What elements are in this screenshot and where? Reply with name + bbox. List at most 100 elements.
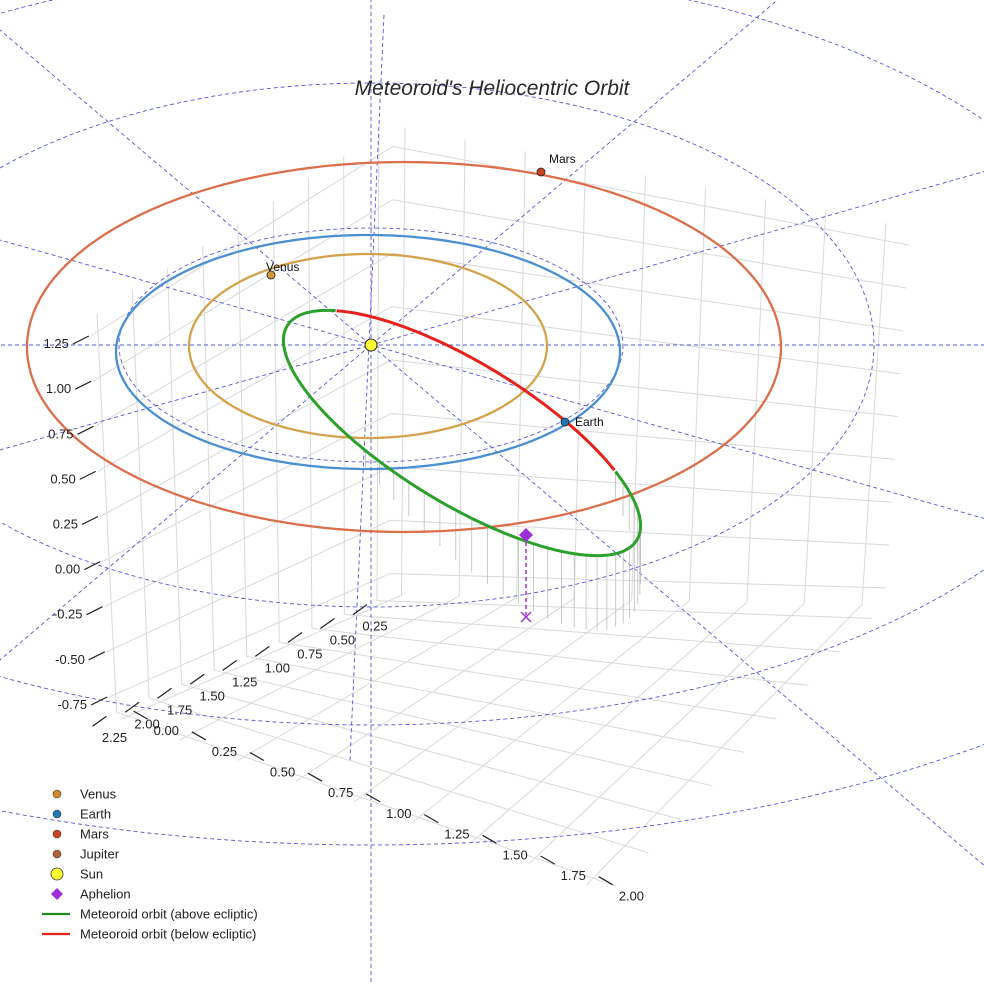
- body-markers: Venus Earth Mars: [266, 152, 604, 623]
- x-tick-label: 2.25: [102, 730, 127, 745]
- gridline-z-left: [106, 519, 391, 653]
- legend-item: Earth: [52, 807, 111, 822]
- ecliptic-ring-3: [0, 0, 984, 726]
- y-tick-mark: [540, 855, 555, 865]
- gridline-y-floor: [179, 595, 460, 741]
- sun-marker: [364, 338, 378, 352]
- gridline-z-left: [92, 199, 393, 382]
- earth-orbit-line: [114, 233, 622, 471]
- gridline-z-back: [392, 199, 907, 289]
- z-tick-mark: [74, 380, 92, 390]
- z-tick-label: 0.25: [53, 517, 78, 532]
- legend-swatch-circle: [52, 789, 62, 799]
- legend-item: Mars: [52, 827, 109, 842]
- mars-orbit-line: [25, 160, 783, 534]
- ecliptic-spoke: [0, 29, 984, 866]
- gridline-x-floor: [181, 683, 681, 820]
- x-tick-mark: [189, 673, 205, 685]
- z-tick-label: -0.50: [55, 652, 85, 667]
- orbit-drop-lines: [365, 450, 641, 631]
- x-tick-mark: [352, 604, 368, 616]
- venus-marker: [266, 270, 276, 280]
- legend-item: Meteoroid orbit (above ecliptic): [42, 907, 258, 922]
- gridline-z-back: [392, 145, 909, 246]
- z-tick-mark: [77, 425, 94, 435]
- gridline-x-floor: [116, 711, 617, 887]
- gridline-y-floor: [470, 601, 748, 844]
- z-tick-mark: [84, 561, 101, 571]
- gridline-x-floor: [376, 600, 873, 619]
- legend-label: Jupiter: [80, 847, 120, 862]
- z-tick-mark: [90, 696, 108, 706]
- z-tick-label: -0.25: [53, 607, 83, 622]
- gridline-z-back: [391, 306, 901, 375]
- planet-orbits: [25, 160, 783, 534]
- gridline-z-back: [391, 359, 898, 417]
- gridline-z-left: [104, 466, 392, 608]
- y-tick-label: 0.00: [154, 723, 179, 738]
- venus-orbit-line: [187, 252, 549, 440]
- x-tick-label: 0.75: [297, 646, 322, 661]
- z-tick-mark: [88, 651, 106, 661]
- x-tick-mark: [124, 701, 140, 713]
- y-tick-label: 2.00: [619, 889, 644, 904]
- y-tick-mark: [133, 710, 148, 720]
- z-tick-label: 1.25: [44, 336, 69, 351]
- z-tick-label: 0.50: [50, 471, 75, 486]
- gridline-y-floor: [237, 597, 517, 761]
- y-tick-mark: [307, 772, 323, 782]
- y-tick-label: 0.75: [328, 785, 353, 800]
- legend: Venus Earth Mars Jupiter Sun Aphelion Meteoroi…: [42, 787, 258, 942]
- y-tick-mark: [424, 814, 439, 824]
- gridline-x-floor: [344, 614, 841, 653]
- y-tick-label: 1.50: [502, 847, 527, 862]
- z-tick-label: 0.00: [55, 562, 80, 577]
- legend-label: Mars: [80, 827, 109, 842]
- mars-label: Mars: [549, 152, 576, 166]
- gridline-y-floor: [353, 599, 632, 803]
- legend-item: Aphelion: [51, 887, 131, 902]
- x-tick-label: 0.25: [362, 619, 387, 634]
- gridline-x-floor: [246, 655, 745, 753]
- y-tick-mark: [482, 834, 497, 844]
- y-tick-mark: [598, 876, 613, 886]
- ecliptic-ring-2: [0, 82, 875, 608]
- ecliptic-spoke-vertical: [349, 14, 385, 761]
- earth-label: Earth: [575, 415, 604, 429]
- y-tick-mark: [191, 731, 207, 741]
- y-tick-mark: [249, 751, 265, 762]
- x-tick-label: 1.00: [265, 660, 290, 675]
- gridline-x-floor: [279, 641, 777, 720]
- gridline-y-floor: [411, 600, 690, 823]
- legend-item: Meteoroid orbit (below ecliptic): [42, 927, 256, 942]
- z-tick-mark: [72, 335, 90, 345]
- z-tick-mark: [81, 515, 99, 526]
- x-tick-mark: [287, 632, 303, 643]
- venus-label: Venus: [266, 260, 299, 274]
- gridline-y-floor: [121, 594, 402, 720]
- gridline-y-floor: [528, 603, 805, 865]
- legend-label: Meteoroid orbit (above ecliptic): [80, 907, 258, 922]
- gridline-z-left: [97, 306, 393, 472]
- gridline-y-floor: [586, 604, 863, 886]
- axis-grid: [90, 127, 909, 887]
- y-tick-label: 0.50: [270, 765, 295, 780]
- gridline-z-left: [99, 359, 392, 517]
- x-tick-mark: [254, 645, 270, 657]
- meteoroid-orbit: [281, 308, 643, 558]
- legend-item: Sun: [50, 867, 103, 882]
- gridline-x-floor: [148, 697, 649, 854]
- legend-item: Jupiter: [52, 847, 120, 862]
- y-tick-label: 1.25: [444, 827, 469, 842]
- x-tick-mark: [222, 659, 238, 671]
- gridline-z-left: [90, 145, 394, 337]
- gridline-z-left: [95, 252, 393, 427]
- gridline-z-back: [392, 252, 904, 332]
- y-tick-label: 1.00: [386, 806, 411, 821]
- legend-swatch-circle: [52, 809, 62, 819]
- meteoroid-orbit-below: [336, 309, 616, 472]
- legend-label: Earth: [80, 807, 111, 822]
- z-tick-label: 0.75: [48, 426, 73, 441]
- legend-label: Venus: [80, 787, 117, 802]
